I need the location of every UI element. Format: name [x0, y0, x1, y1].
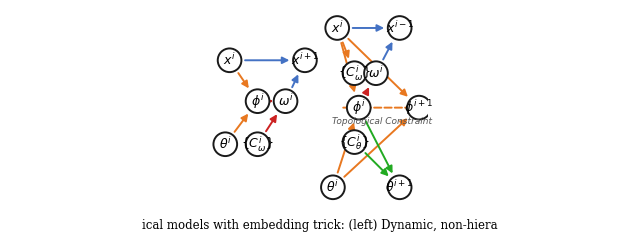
Text: $x^{i}$: $x^{i}$	[331, 20, 344, 36]
Text: $\phi^{i+1}$: $\phi^{i+1}$	[404, 98, 434, 117]
Text: $\{C^{i}_{\theta}\}$: $\{C^{i}_{\theta}\}$	[339, 132, 370, 152]
Circle shape	[321, 176, 345, 199]
Text: Topological Constraint: Topological Constraint	[332, 117, 433, 126]
Circle shape	[213, 132, 237, 156]
Circle shape	[246, 132, 269, 156]
Circle shape	[342, 130, 366, 154]
Text: $\theta^{i}$: $\theta^{i}$	[326, 179, 339, 195]
Text: $x^{i-1}$: $x^{i-1}$	[385, 20, 413, 36]
Text: $\{C^{i}_{\omega}\}$: $\{C^{i}_{\omega}\}$	[338, 63, 371, 83]
Circle shape	[407, 96, 431, 120]
Circle shape	[325, 16, 349, 40]
Circle shape	[364, 61, 388, 85]
Text: $\{C^{i}_{\omega}\}$: $\{C^{i}_{\omega}\}$	[241, 135, 274, 154]
Text: $\phi^{i}$: $\phi^{i}$	[251, 92, 264, 111]
Text: $\omega^{i}$: $\omega^{i}$	[368, 65, 384, 81]
Circle shape	[246, 89, 269, 113]
Circle shape	[347, 96, 371, 120]
Text: $\omega^{i}$: $\omega^{i}$	[278, 93, 293, 109]
Text: $x^{i}$: $x^{i}$	[223, 52, 236, 68]
Circle shape	[388, 16, 412, 40]
Circle shape	[293, 48, 317, 72]
Circle shape	[274, 89, 298, 113]
Circle shape	[218, 48, 241, 72]
Circle shape	[342, 61, 366, 85]
Text: $\phi^{i}$: $\phi^{i}$	[352, 98, 365, 117]
Circle shape	[388, 176, 412, 199]
Text: $x^{i+1}$: $x^{i+1}$	[291, 52, 319, 68]
Text: $\theta^{i+1}$: $\theta^{i+1}$	[385, 179, 414, 195]
Text: ical models with embedding trick: (left) Dynamic, non-hiera: ical models with embedding trick: (left)…	[142, 219, 498, 232]
Text: $\theta^{i}$: $\theta^{i}$	[219, 136, 232, 152]
